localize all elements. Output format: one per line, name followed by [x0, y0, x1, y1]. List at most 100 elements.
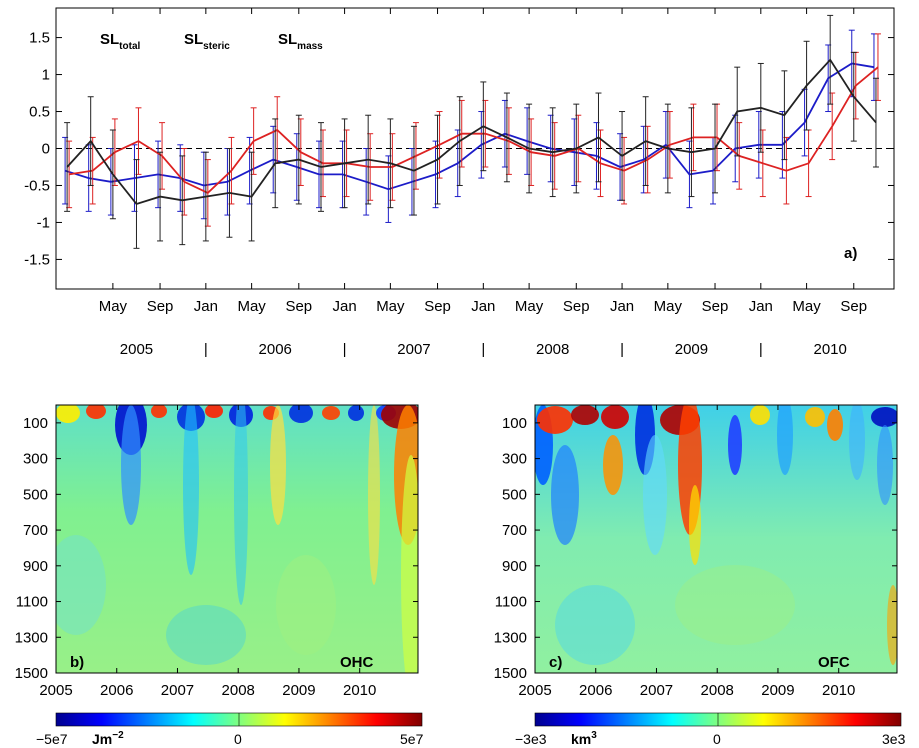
y-tick-label: 700 — [502, 522, 527, 539]
colorbar-c-center: 0 — [713, 731, 721, 747]
series-line — [64, 62, 875, 191]
heatmap-cell — [151, 405, 167, 418]
panel-a-label: a) — [844, 245, 857, 262]
x-tick-label: May — [792, 298, 821, 315]
year-separator: | — [481, 341, 485, 358]
heatmap-cell — [571, 405, 599, 425]
heatmap-cell — [276, 555, 336, 655]
y-tick-label: 500 — [23, 486, 48, 503]
year-label: 2008 — [536, 341, 569, 358]
x-tick-label: 2006 — [100, 682, 133, 699]
heatmap-cell — [643, 435, 667, 555]
x-tick-label: May — [99, 298, 128, 315]
y-tick-label: 1100 — [495, 594, 527, 611]
heatmap-cell — [551, 445, 579, 545]
y-tick-label: -1.5 — [24, 251, 50, 268]
heatmap-cell — [877, 425, 893, 505]
panel-a-series — [62, 14, 881, 249]
y-tick-label: 100 — [502, 415, 527, 432]
y-tick-label: 300 — [23, 451, 48, 468]
panel-c-title: OFC — [818, 654, 850, 671]
y-tick-label: 700 — [23, 522, 48, 539]
heatmap-cell — [368, 405, 380, 585]
heatmap-cell — [750, 405, 770, 425]
year-label: 2006 — [259, 341, 292, 358]
x-tick-label: 2006 — [579, 682, 612, 699]
legend-mass: SLmass — [278, 31, 323, 52]
panel-a-x-ticks: May Sep Jan May Sep Jan May Sep Jan May Sep Jan May S… — [99, 8, 867, 315]
heatmap-cell — [689, 485, 701, 565]
heatmap-cell — [56, 405, 80, 423]
heatmap-cell — [270, 405, 286, 525]
ohc-heatmap — [56, 405, 418, 673]
year-separator: | — [204, 341, 208, 358]
x-tick-label: Sep — [702, 298, 729, 315]
heatmap-cell — [827, 409, 843, 441]
legend-steric: SLsteric — [184, 31, 230, 52]
heatmap-cell — [322, 406, 340, 420]
heatmap-cell — [728, 415, 742, 475]
colorbar-b-max: 5e7 — [400, 731, 424, 747]
colorbar-c-max: 3e3 — [882, 731, 906, 747]
x-tick-label: 2007 — [161, 682, 194, 699]
y-tick-label: 500 — [502, 486, 527, 503]
x-tick-label: 2010 — [343, 682, 376, 699]
heatmap-cell — [601, 405, 629, 429]
heatmap-cell — [849, 405, 865, 480]
y-tick-label: 1500 — [494, 665, 527, 682]
y-tick-label: 900 — [502, 558, 527, 575]
y-tick-label: 0 — [42, 141, 50, 158]
x-tick-label: 2009 — [761, 682, 794, 699]
heatmap-cell — [537, 406, 573, 434]
x-tick-label: Jan — [471, 298, 495, 315]
heatmap-cell — [234, 405, 248, 605]
heatmap-cell — [887, 585, 897, 665]
y-tick-label: -0.5 — [24, 177, 50, 194]
series-mass — [64, 14, 879, 249]
x-tick-label: 2009 — [282, 682, 315, 699]
legend-total: SLtotal — [100, 31, 141, 52]
panel-a-y-ticks: -1.5 -1 -0.5 0 0.5 1 1.5 — [24, 30, 894, 268]
legend: SLtotal SLsteric SLmass — [100, 31, 323, 52]
heatmap-cell — [777, 405, 793, 475]
heatmap-cell — [183, 405, 199, 575]
panel-b-frame — [55, 404, 419, 674]
x-tick-label: Sep — [563, 298, 590, 315]
colorbar-b-center: 0 — [234, 731, 242, 747]
y-tick-label: 100 — [23, 415, 48, 432]
y-tick-label: 0.5 — [29, 104, 50, 121]
x-tick-label: May — [237, 298, 266, 315]
year-label: 2009 — [675, 341, 708, 358]
panel-b-label: b) — [70, 654, 84, 671]
year-label: 2005 — [120, 341, 153, 358]
y-tick-label: -1 — [37, 214, 50, 231]
colorbar-c-unit: km3 — [571, 730, 597, 747]
year-label: 2010 — [813, 341, 846, 358]
year-separator: | — [759, 341, 763, 358]
y-tick-label: 300 — [502, 451, 527, 468]
y-tick-label: 900 — [23, 558, 48, 575]
colorbar-b-unit: Jm−2 — [92, 730, 124, 747]
x-tick-label: 2005 — [518, 682, 551, 699]
x-tick-label: Jan — [332, 298, 356, 315]
y-tick-label: 1500 — [15, 665, 48, 682]
y-tick-label: 1300 — [15, 629, 48, 646]
heatmap-cell — [348, 405, 364, 421]
colorbar-b-min: −5e7 — [36, 731, 68, 747]
x-tick-label: Jan — [194, 298, 218, 315]
heatmap-cell — [805, 407, 825, 427]
panel-c-frame — [534, 404, 898, 674]
year-separator: | — [620, 341, 624, 358]
x-tick-label: Sep — [424, 298, 451, 315]
heatmap-cell — [86, 405, 106, 419]
y-tick-label: 1300 — [494, 629, 527, 646]
heatmap-cell — [205, 405, 223, 418]
x-tick-label: Jan — [749, 298, 773, 315]
heatmap-cell — [121, 405, 141, 525]
heatmap-cell — [289, 405, 313, 423]
heatmap-cell — [56, 535, 106, 635]
